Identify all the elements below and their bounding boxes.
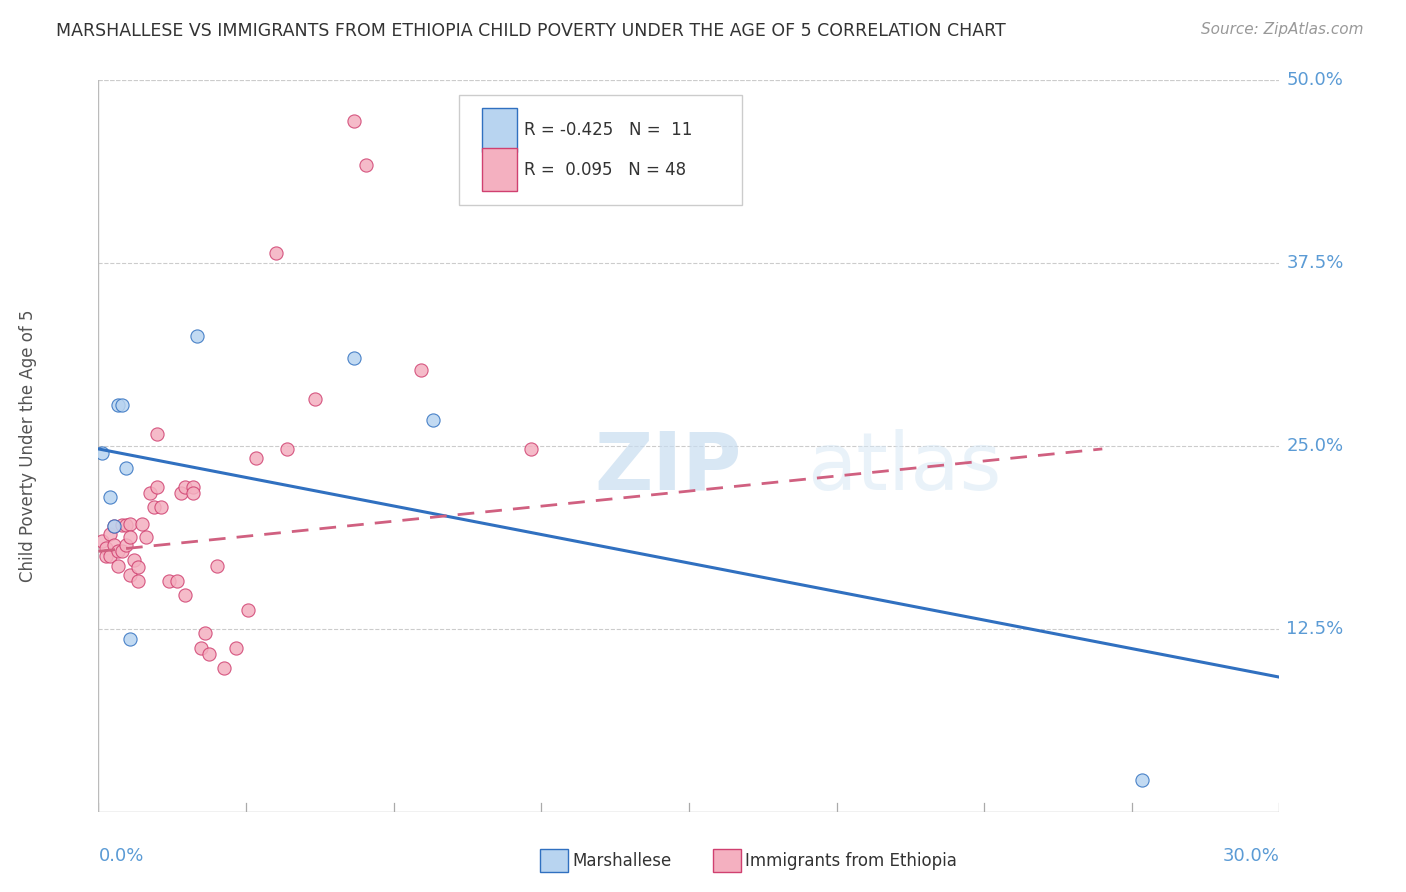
Point bbox=[103, 519, 125, 533]
Point bbox=[138, 485, 160, 500]
Point bbox=[91, 534, 114, 549]
Point bbox=[142, 500, 165, 515]
Text: 37.5%: 37.5% bbox=[1286, 254, 1344, 272]
Point bbox=[205, 558, 228, 573]
Point bbox=[131, 516, 153, 531]
Point bbox=[1130, 772, 1153, 787]
FancyBboxPatch shape bbox=[482, 148, 516, 191]
Point bbox=[111, 544, 134, 558]
Text: Immigrants from Ethiopia: Immigrants from Ethiopia bbox=[745, 852, 957, 870]
Point bbox=[115, 518, 138, 533]
Point bbox=[118, 632, 141, 646]
Point bbox=[96, 541, 118, 556]
Point bbox=[98, 490, 121, 504]
Point bbox=[520, 442, 543, 456]
Point bbox=[190, 640, 212, 655]
Point bbox=[150, 500, 173, 515]
FancyBboxPatch shape bbox=[458, 95, 742, 204]
Text: Source: ZipAtlas.com: Source: ZipAtlas.com bbox=[1201, 22, 1364, 37]
Point bbox=[181, 485, 204, 500]
Text: 30.0%: 30.0% bbox=[1223, 847, 1279, 865]
Point bbox=[422, 412, 444, 426]
Point bbox=[91, 446, 114, 460]
Point bbox=[343, 114, 366, 128]
Point bbox=[98, 549, 121, 563]
Point bbox=[122, 553, 145, 567]
Point bbox=[245, 450, 267, 465]
Point bbox=[135, 530, 157, 544]
Text: R =  0.095   N = 48: R = 0.095 N = 48 bbox=[523, 161, 686, 178]
Point bbox=[115, 461, 138, 475]
Point bbox=[214, 661, 236, 675]
Point bbox=[166, 574, 188, 588]
Text: MARSHALLESE VS IMMIGRANTS FROM ETHIOPIA CHILD POVERTY UNDER THE AGE OF 5 CORRELA: MARSHALLESE VS IMMIGRANTS FROM ETHIOPIA … bbox=[56, 22, 1005, 40]
Point bbox=[411, 363, 433, 377]
Point bbox=[276, 442, 298, 456]
Point bbox=[236, 603, 259, 617]
Point bbox=[127, 574, 149, 588]
Point bbox=[111, 398, 134, 412]
Point bbox=[304, 392, 326, 407]
Point bbox=[146, 427, 169, 442]
Point bbox=[170, 485, 193, 500]
Point bbox=[118, 530, 141, 544]
Point bbox=[174, 480, 197, 494]
Point bbox=[107, 544, 129, 558]
Point bbox=[107, 398, 129, 412]
Point bbox=[127, 560, 149, 574]
Text: 0.0%: 0.0% bbox=[98, 847, 143, 865]
Point bbox=[96, 549, 118, 563]
Point bbox=[118, 516, 141, 531]
Point bbox=[174, 588, 197, 602]
Point bbox=[197, 647, 219, 661]
Point bbox=[118, 567, 141, 582]
Text: Child Poverty Under the Age of 5: Child Poverty Under the Age of 5 bbox=[20, 310, 37, 582]
Point bbox=[107, 558, 129, 573]
Text: Marshallese: Marshallese bbox=[572, 852, 672, 870]
Text: 12.5%: 12.5% bbox=[1286, 620, 1344, 638]
Text: ZIP: ZIP bbox=[595, 429, 742, 507]
Point bbox=[194, 626, 217, 640]
Text: 50.0%: 50.0% bbox=[1286, 71, 1343, 89]
Point bbox=[264, 246, 287, 260]
Text: atlas: atlas bbox=[807, 429, 1001, 507]
Point bbox=[343, 351, 366, 366]
Point bbox=[157, 574, 180, 588]
Point bbox=[103, 539, 125, 553]
Point bbox=[146, 480, 169, 494]
Text: R = -0.425   N =  11: R = -0.425 N = 11 bbox=[523, 121, 692, 139]
Text: 25.0%: 25.0% bbox=[1286, 437, 1344, 455]
FancyBboxPatch shape bbox=[482, 109, 516, 152]
Point bbox=[354, 158, 377, 172]
Point bbox=[111, 518, 134, 533]
Point bbox=[186, 329, 208, 343]
Point bbox=[225, 640, 247, 655]
Point bbox=[115, 539, 138, 553]
Point bbox=[98, 526, 121, 541]
Point bbox=[103, 519, 125, 533]
Point bbox=[181, 480, 204, 494]
